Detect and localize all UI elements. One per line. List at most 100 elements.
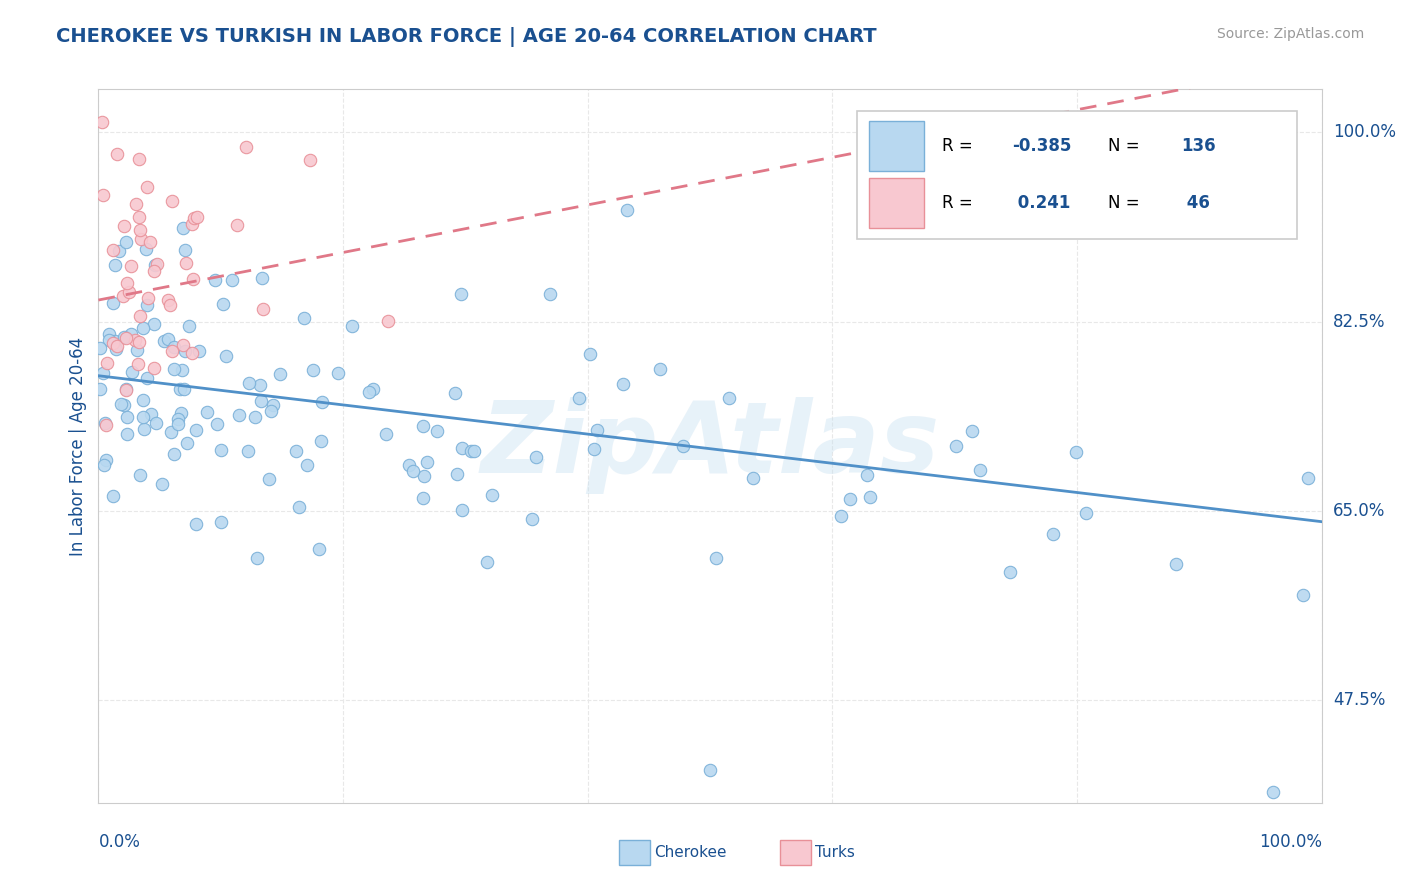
Point bbox=[450, 287, 472, 301]
Point bbox=[167, 417, 190, 431]
Point bbox=[143, 263, 166, 277]
Point bbox=[127, 358, 149, 372]
Point bbox=[238, 376, 260, 391]
Point bbox=[945, 439, 967, 453]
Point bbox=[246, 550, 269, 565]
Point bbox=[128, 309, 150, 323]
Point bbox=[377, 313, 399, 327]
Point bbox=[153, 334, 176, 348]
Point bbox=[460, 443, 482, 458]
Point bbox=[249, 378, 271, 392]
Point bbox=[426, 425, 449, 439]
Point bbox=[127, 343, 149, 358]
Point bbox=[174, 256, 197, 270]
Point bbox=[94, 417, 117, 432]
Point bbox=[538, 287, 561, 301]
Point bbox=[145, 258, 167, 272]
Point bbox=[143, 361, 166, 376]
Point bbox=[292, 310, 315, 325]
Point bbox=[235, 140, 257, 154]
Point bbox=[163, 341, 186, 355]
Point bbox=[1042, 526, 1064, 541]
Point bbox=[136, 371, 159, 385]
Point bbox=[150, 477, 173, 491]
Text: R =: R = bbox=[942, 194, 979, 212]
Point bbox=[128, 211, 150, 225]
Point bbox=[1000, 565, 1022, 579]
Point bbox=[262, 398, 284, 412]
Point bbox=[475, 555, 498, 569]
Point bbox=[451, 503, 474, 517]
Point bbox=[1076, 506, 1098, 520]
Point bbox=[121, 365, 143, 379]
Point bbox=[162, 194, 184, 209]
Point bbox=[374, 426, 396, 441]
Point bbox=[204, 273, 226, 287]
Point bbox=[522, 512, 544, 526]
Point bbox=[856, 468, 879, 483]
Point bbox=[97, 327, 120, 342]
Point bbox=[135, 180, 157, 194]
Point bbox=[176, 436, 198, 450]
Text: Turks: Turks bbox=[815, 846, 855, 860]
Point bbox=[112, 329, 135, 343]
Point bbox=[114, 235, 136, 249]
Point bbox=[91, 187, 114, 202]
Point bbox=[89, 342, 111, 356]
Point bbox=[451, 441, 474, 455]
Text: 100.0%: 100.0% bbox=[1333, 123, 1396, 142]
Point bbox=[326, 367, 349, 381]
Point bbox=[138, 291, 160, 305]
Point bbox=[742, 471, 765, 485]
FancyBboxPatch shape bbox=[869, 121, 924, 171]
Point bbox=[398, 458, 420, 473]
Text: 0.0%: 0.0% bbox=[98, 833, 141, 851]
Point bbox=[172, 338, 194, 352]
Point bbox=[859, 491, 882, 505]
Point bbox=[157, 332, 180, 346]
Point bbox=[128, 467, 150, 482]
Point bbox=[179, 319, 201, 334]
Y-axis label: In Labor Force | Age 20-64: In Labor Force | Age 20-64 bbox=[69, 336, 87, 556]
Point bbox=[1296, 471, 1319, 485]
Point bbox=[132, 409, 155, 424]
Point bbox=[250, 394, 273, 409]
Point bbox=[160, 344, 183, 359]
Point bbox=[94, 452, 117, 467]
Point bbox=[704, 551, 727, 566]
Point bbox=[97, 333, 120, 347]
Point bbox=[302, 363, 325, 377]
Text: 65.0%: 65.0% bbox=[1333, 502, 1385, 520]
Point bbox=[107, 339, 129, 353]
Point bbox=[648, 362, 671, 376]
Text: 136: 136 bbox=[1181, 137, 1216, 155]
Point bbox=[124, 334, 146, 348]
Point bbox=[1292, 588, 1315, 602]
Point bbox=[138, 235, 160, 249]
Point bbox=[463, 443, 485, 458]
Point bbox=[115, 382, 138, 396]
Point bbox=[717, 391, 740, 405]
Point bbox=[139, 407, 162, 421]
Point bbox=[195, 405, 218, 419]
Point bbox=[160, 425, 183, 439]
Point bbox=[586, 424, 609, 438]
Point bbox=[120, 259, 142, 273]
Point bbox=[444, 385, 467, 400]
Point bbox=[115, 427, 138, 442]
Text: Source: ZipAtlas.com: Source: ZipAtlas.com bbox=[1216, 27, 1364, 41]
Point bbox=[416, 455, 439, 469]
Point bbox=[104, 334, 127, 349]
Point bbox=[129, 223, 152, 237]
Text: CHEROKEE VS TURKISH IN LABOR FORCE | AGE 20-64 CORRELATION CHART: CHEROKEE VS TURKISH IN LABOR FORCE | AGE… bbox=[56, 27, 877, 46]
Point bbox=[363, 383, 385, 397]
Point bbox=[288, 500, 311, 515]
Text: -0.385: -0.385 bbox=[1012, 137, 1071, 155]
Point bbox=[672, 440, 695, 454]
Point bbox=[578, 347, 600, 361]
Point bbox=[180, 217, 202, 231]
Point bbox=[93, 458, 115, 473]
Point bbox=[357, 384, 380, 399]
Point bbox=[699, 764, 721, 778]
Text: 0.241: 0.241 bbox=[1012, 194, 1070, 212]
